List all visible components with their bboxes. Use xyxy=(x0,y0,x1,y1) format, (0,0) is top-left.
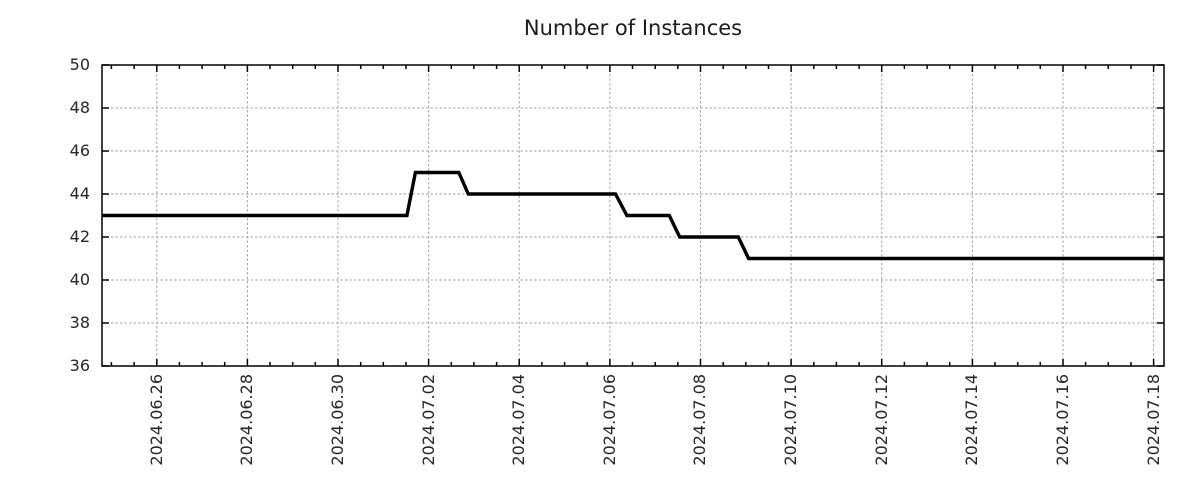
y-tick-label: 48 xyxy=(69,98,90,117)
x-tick-label: 2024.07.18 xyxy=(1143,374,1163,466)
y-tick-label: 40 xyxy=(69,270,90,289)
y-tick-label: 36 xyxy=(69,356,90,375)
y-tick-label: 46 xyxy=(69,141,90,160)
x-tick-label: 2024.06.26 xyxy=(146,374,166,466)
y-tick-label: 44 xyxy=(69,184,90,203)
x-tick-label: 2024.07.14 xyxy=(962,374,982,466)
x-tick-label: 2024.07.12 xyxy=(871,374,891,466)
x-tick-label: 2024.07.02 xyxy=(418,374,438,466)
x-tick-label: 2024.07.16 xyxy=(1052,374,1072,466)
x-tick-label: 2024.07.06 xyxy=(599,374,619,466)
x-tick-label: 2024.07.08 xyxy=(690,374,710,466)
x-tick-label: 2024.06.30 xyxy=(328,374,347,466)
x-tick-label: 2024.06.28 xyxy=(237,374,257,466)
y-tick-label: 42 xyxy=(69,227,90,246)
y-tick-label: 38 xyxy=(69,313,90,332)
chart-title: Number of Instances xyxy=(523,16,743,40)
x-tick-label: 2024.07.10 xyxy=(781,374,801,466)
x-tick-label: 2024.07.04 xyxy=(509,374,529,466)
y-tick-label: 50 xyxy=(69,55,90,74)
